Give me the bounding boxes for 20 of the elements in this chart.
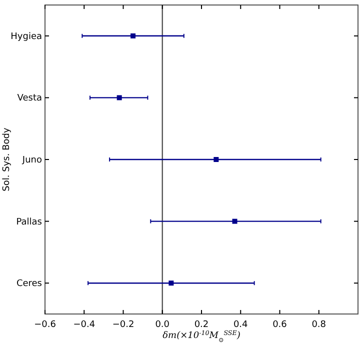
y-axis-title: Sol. Sys. Body — [2, 127, 12, 192]
x-axis-title: δm(×10$^{-10}$M$_{⊙}$$^{SSE}$) — [162, 330, 241, 344]
x-tick-label: −0.4 — [73, 320, 96, 330]
x-tick-label: −0.6 — [34, 320, 56, 330]
point — [116, 95, 122, 100]
x-tick-label: −0.2 — [112, 320, 134, 330]
x-tick-label: 0.8 — [312, 320, 326, 330]
x-tick-label: 0.6 — [272, 320, 288, 330]
point — [214, 157, 219, 162]
point — [168, 280, 174, 286]
y-tick-label: Ceres — [16, 279, 42, 290]
point — [130, 33, 136, 38]
y-tick-label: Juno — [21, 156, 42, 166]
x-tick-label: 0.4 — [233, 320, 248, 330]
y-tick-label: Pallas — [16, 217, 42, 228]
point — [232, 218, 238, 224]
x-tick-label: 0.0 — [155, 320, 170, 330]
x-tick-label: 0.2 — [194, 320, 209, 330]
y-tick-label: Vesta — [17, 94, 42, 104]
y-tick-label: Hygiea — [10, 32, 42, 42]
